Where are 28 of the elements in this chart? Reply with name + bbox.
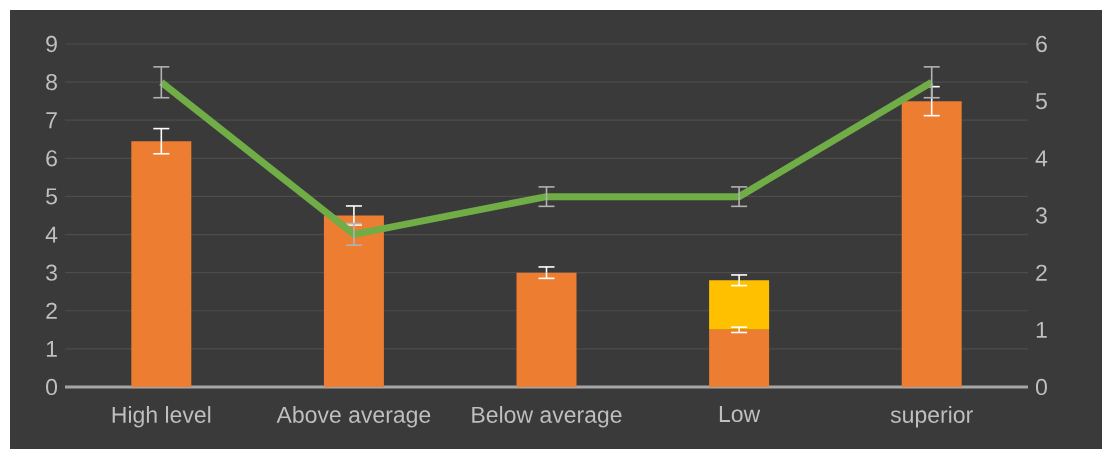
y-tick-label: 0: [46, 378, 58, 396]
y-tick-label: 2: [46, 302, 57, 319]
y-tick-label: 8: [46, 73, 57, 91]
y-tick-label: 7: [46, 112, 57, 129]
y-tick-label: 9: [46, 35, 57, 53]
y2-tick-label: 1: [1036, 321, 1047, 338]
y-tick-label: 6: [46, 150, 57, 167]
bar: [709, 329, 770, 387]
y-tick-label: 1: [46, 340, 57, 357]
y-tick-label: 4: [45, 226, 58, 243]
bar: [323, 215, 384, 387]
y-tick-label: 5: [46, 188, 57, 205]
bar: [901, 101, 962, 387]
y2-tick-label: 2: [1036, 264, 1047, 281]
x-tick-label: Above average: [276, 406, 431, 428]
x-tick-label: Below average: [472, 406, 622, 428]
x-tick-label: superior: [890, 406, 973, 428]
bar: [131, 141, 192, 387]
x-tick-label: High level: [112, 406, 211, 428]
x-tick-label: Low: [719, 406, 761, 423]
bar: [709, 280, 770, 330]
y2-tick-label: 0: [1035, 378, 1047, 396]
y2-tick-label: 6: [1036, 35, 1047, 53]
y2-tick-label: 3: [1035, 207, 1047, 224]
y2-tick-label: 4: [1035, 150, 1048, 167]
y-tick-label: 3: [46, 264, 57, 281]
y2-tick-label: 5: [1035, 93, 1047, 110]
bar: [516, 272, 577, 387]
